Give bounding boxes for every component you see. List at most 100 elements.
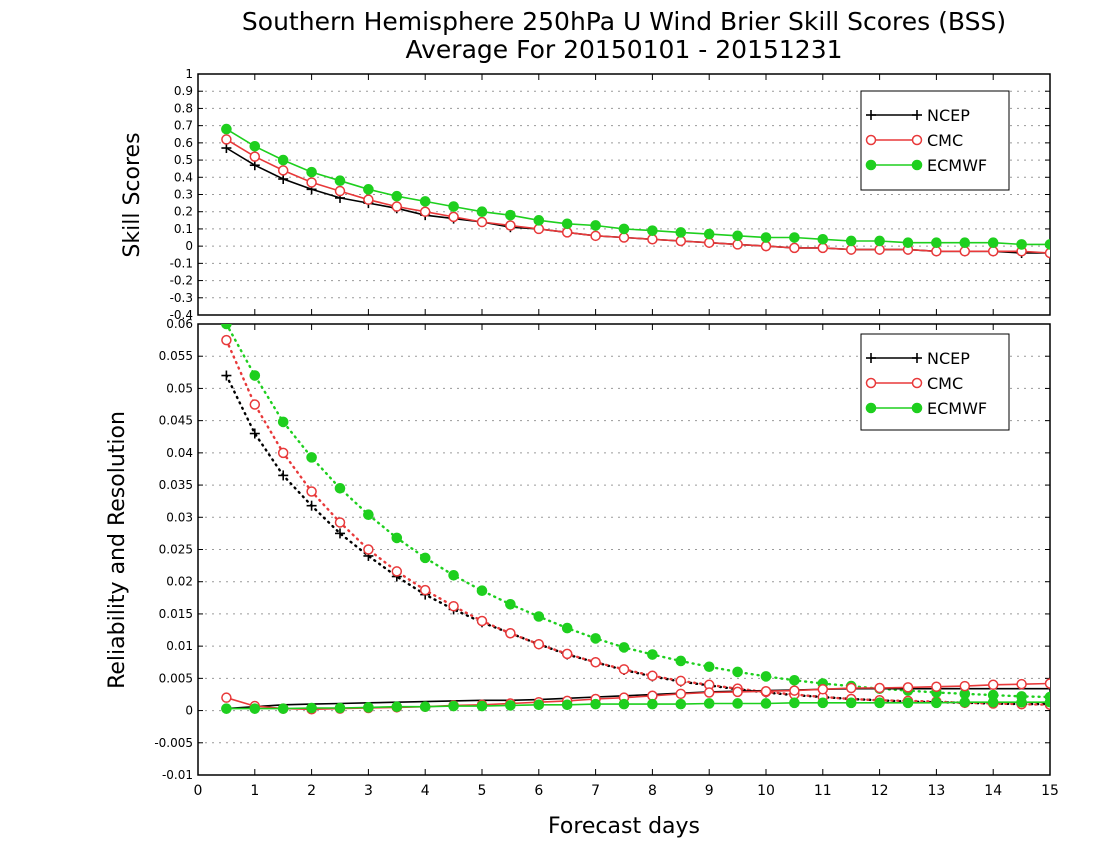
ecmwf-point [221, 123, 232, 135]
cmc-point [703, 237, 715, 248]
cmc-reliability-point [789, 685, 800, 696]
x-tick-label: 14 [984, 783, 1002, 799]
cmc-reliability-point [675, 688, 687, 700]
ecmwf-resolution-point [533, 611, 545, 622]
ecmwf-resolution-point [590, 633, 601, 644]
cmc-point [789, 242, 800, 254]
cmc-point [590, 230, 601, 242]
cmc-reliability-point [703, 687, 715, 698]
legend-cmc-point [865, 377, 877, 389]
y-tick-label: 0 [185, 704, 193, 718]
ecmwf-point [590, 220, 601, 231]
x-tick-label: 3 [364, 783, 373, 799]
cmc-resolution-point [277, 447, 289, 459]
y-tick-label: -0.2 [170, 274, 193, 288]
y-tick-label: 0.8 [174, 101, 193, 115]
ncep-point [221, 143, 232, 154]
legend-entry-ncep: NCEP [866, 106, 970, 125]
ecmwf-reliability-point [363, 702, 374, 713]
ecmwf-reliability-point [789, 697, 800, 709]
cmc-resolution-point [306, 486, 317, 497]
legend-cmc-point [911, 134, 923, 146]
y-tick-label: 0.05 [166, 381, 193, 395]
cmc-resolution-point [419, 584, 431, 596]
ecmwf-reliability-point [675, 698, 687, 710]
ecmwf-reliability-point [448, 700, 459, 712]
y-tick-label: 0.9 [174, 84, 193, 98]
legend-ecmwf-point [911, 159, 923, 171]
ecmwf-series [221, 123, 1050, 250]
y-tick-label: -0.3 [170, 291, 193, 305]
cmc-point [817, 242, 829, 254]
ecmwf-reliability-point [476, 700, 488, 712]
cmc-point [419, 206, 431, 217]
cmc-reliability-point [987, 679, 999, 691]
ecmwf-reliability-point [1044, 696, 1050, 708]
ecmwf-point [277, 154, 289, 166]
legend-label: ECMWF [927, 399, 987, 418]
x-tick-label: 1 [250, 783, 259, 799]
ncep-point [249, 160, 260, 171]
ecmwf-reliability-point [817, 697, 829, 709]
skill-scores-panel: -0.4 -0.3 -0.2 -0.1 0 0.1 0.2 0.3 0.4 0.5 0.6 0.7 0.… [170, 67, 1051, 322]
y-tick-label: 0.01 [166, 639, 193, 653]
ecmwf-reliability-point [987, 696, 999, 708]
legend-cmc-point [911, 377, 923, 389]
x-tick-label: 7 [591, 783, 600, 799]
x-tick-label: 10 [757, 783, 775, 799]
y-tick-label: 0.03 [166, 510, 193, 524]
cmc-point [618, 232, 630, 243]
legend-ncep-point [912, 110, 922, 120]
cmc-point [476, 216, 488, 228]
ecmwf-resolution-point [703, 661, 715, 673]
ecmwf-point [1016, 239, 1027, 250]
ecmwf-point [618, 223, 630, 235]
legend-entry-ncep: NCEP [866, 349, 970, 368]
x-tick-label: 8 [648, 783, 657, 799]
cmc-point [334, 185, 346, 197]
ecmwf-point [476, 206, 488, 218]
cmc-point [533, 223, 545, 235]
ecmwf-reliability-point [391, 701, 403, 713]
legend-label: CMC [927, 374, 963, 393]
cmc-reliability-point [902, 682, 914, 693]
ecmwf-resolution-point [476, 585, 488, 597]
ecmwf-resolution-point [391, 532, 403, 544]
cmc-point [363, 194, 374, 205]
legend-label: NCEP [927, 349, 970, 368]
legend-ncep-point [866, 353, 876, 363]
cmc-reliability-line [226, 682, 1050, 711]
chart-subtitle: Average For 20150101 - 20151231 [405, 35, 842, 64]
ecmwf-resolution-point [448, 569, 459, 581]
ecmwf-point [760, 232, 772, 243]
cmc-point [760, 240, 772, 252]
ecmwf-resolution-point [732, 666, 743, 678]
ecmwf-resolution-point [363, 509, 374, 521]
cmc-point [931, 246, 942, 257]
ecmwf-point [1044, 239, 1050, 250]
y-tick-label: 0.3 [174, 188, 193, 202]
cmc-resolution-point [533, 638, 545, 650]
y-tick-label: 0.005 [159, 671, 193, 685]
cmc-point [959, 246, 971, 257]
y-tick-label: -0.4 [170, 308, 193, 322]
legend-entry-ecmwf: ECMWF [865, 156, 987, 175]
y-tick-label: 0 [185, 239, 193, 253]
cmc-point [732, 239, 743, 250]
cmc-resolution-point [221, 334, 232, 346]
ecmwf-point [363, 184, 374, 195]
ecmwf-reliability-point [505, 700, 516, 711]
ecmwf-reliability-point [419, 701, 431, 713]
cmc-resolution-point [561, 648, 573, 660]
ncep-resolution-point [335, 528, 345, 539]
ecmwf-reliability-point [732, 698, 743, 709]
cmc-point [675, 235, 687, 247]
legend-ecmwf-point [911, 402, 923, 414]
ecmwf-point [987, 237, 999, 248]
ecmwf-point [561, 218, 573, 230]
cmc-reliability-point [732, 686, 743, 698]
ecmwf-reliability-point [533, 699, 545, 711]
cmc-series [221, 134, 1050, 259]
y-tick-label: 0.5 [174, 153, 193, 167]
plot-area [221, 324, 1050, 715]
